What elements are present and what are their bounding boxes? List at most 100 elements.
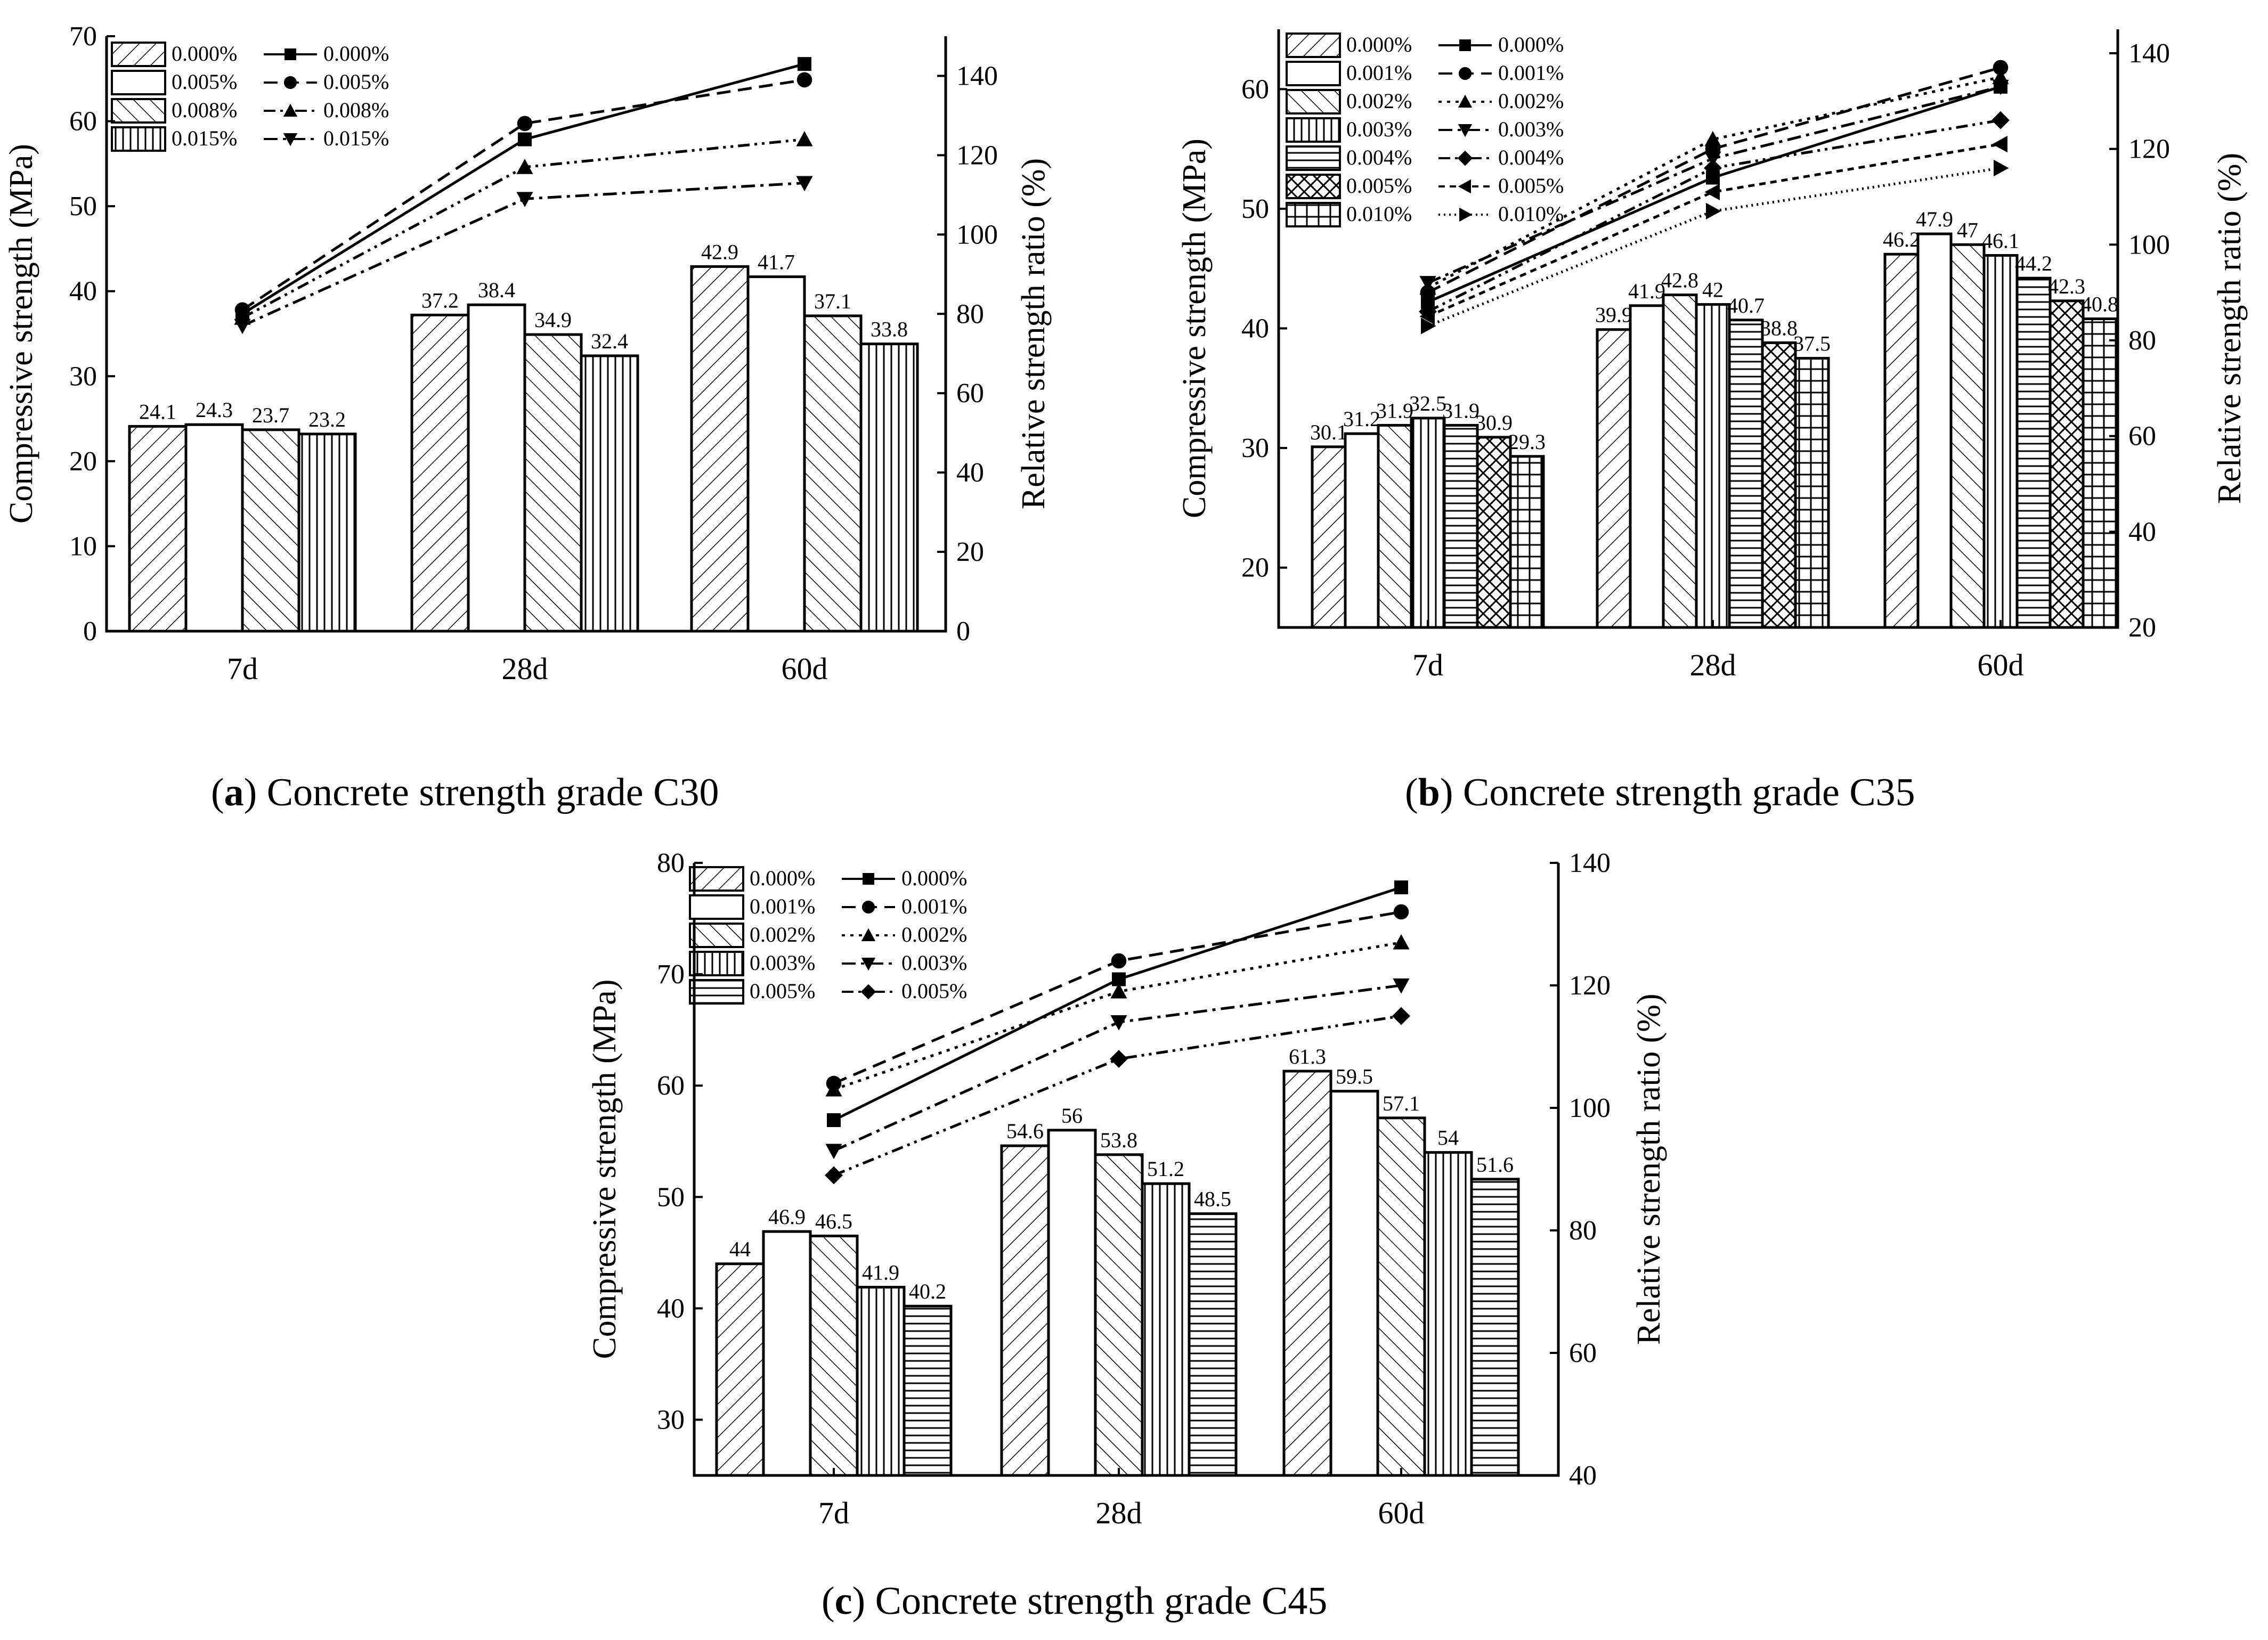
data-label: 30.9 <box>1475 411 1513 435</box>
point-0.000%-60d <box>798 57 811 71</box>
bar-0.015%-7d <box>297 433 357 633</box>
data-label: 23.7 <box>252 403 289 427</box>
bar-0.000%-7d <box>715 1262 765 1477</box>
y-tick-label: 70 <box>69 21 97 52</box>
bar-0.000%-60d <box>1282 1070 1332 1477</box>
y2-axis-title: Relative strength ratio (%) <box>1015 158 1052 509</box>
point-0.000%-28d <box>518 132 532 146</box>
bar-0.005%-28d <box>1188 1212 1238 1477</box>
caption-b: (b) Concrete strength grade C35 <box>1405 771 1915 814</box>
bar-0.008%-7d <box>241 428 300 633</box>
data-label: 33.8 <box>871 317 908 341</box>
data-label: 39.9 <box>1595 303 1632 327</box>
x-tick-label: 60d <box>782 651 828 686</box>
legend-line-label: 0.003% <box>1498 117 1564 141</box>
legend-line-marker-0.010% <box>1459 207 1473 222</box>
data-label: 46.9 <box>768 1205 806 1229</box>
series-line-0.001% <box>1427 66 2001 294</box>
data-label: 41.9 <box>862 1261 899 1285</box>
bar-0.005%-60d <box>746 275 806 633</box>
bar-0.001%-28d <box>1047 1129 1097 1477</box>
legend-line-marker-0.002% <box>1458 94 1473 108</box>
bar-0.001%-7d <box>1344 432 1380 629</box>
y2-tick-label: 60 <box>956 378 984 409</box>
point-0.005%-60d <box>1992 136 2007 153</box>
y-tick-label: 80 <box>657 848 685 878</box>
point-0.000%-7d <box>827 1113 841 1127</box>
axes-frame <box>693 863 1560 1477</box>
bar-0.002%-28d <box>1094 1153 1144 1477</box>
data-label: 31.9 <box>1442 398 1480 422</box>
y2-tick-label: 80 <box>2128 325 2156 356</box>
legend-line-marker-0.015% <box>283 133 298 146</box>
caption-c-text: ) Concrete strength grade C45 <box>852 1579 1328 1623</box>
y2-tick-label: 100 <box>956 219 998 250</box>
data-label: 53.8 <box>1100 1128 1137 1152</box>
y2-tick-label: 40 <box>956 458 984 488</box>
x-tick-label: 28d <box>1096 1496 1142 1530</box>
legend-line-marker-0.000% <box>863 873 874 885</box>
bar-0.001%-60d <box>1329 1090 1379 1477</box>
data-label: 37.5 <box>1793 332 1831 356</box>
y2-tick-label: 60 <box>1569 1338 1597 1368</box>
data-label: 44 <box>729 1237 751 1261</box>
bar-0.010%-60d <box>2082 317 2118 629</box>
point-0.005%-28d <box>517 116 533 132</box>
point-0.002%-7d <box>825 1081 842 1097</box>
point-0.003%-60d <box>1992 79 2009 95</box>
legend-bar-label: 0.000% <box>1346 32 1412 56</box>
caption-a: (a) Concrete strength grade C30 <box>211 771 719 814</box>
bar-0.002%-60d <box>1949 243 1986 629</box>
bar-0.000%-7d <box>1311 445 1347 629</box>
data-label: 34.9 <box>534 308 572 332</box>
legend-bar-label: 0.005% <box>750 979 815 1003</box>
data-label: 46.1 <box>1982 229 2019 252</box>
data-label: 56 <box>1061 1104 1083 1128</box>
legend-bar-label: 0.000% <box>172 42 237 66</box>
data-label: 31.2 <box>1343 407 1380 431</box>
data-label: 47.9 <box>1916 207 1953 231</box>
bar-0.000%-28d <box>410 313 470 633</box>
y-axis-title: Compressive strength (MPa) <box>1176 138 1213 518</box>
data-label: 51.6 <box>1476 1153 1514 1177</box>
data-label: 37.1 <box>814 289 851 313</box>
legend-bar-swatch-0.000% <box>689 866 744 892</box>
point-0.015%-7d <box>234 319 251 334</box>
data-label: 38.4 <box>478 278 515 302</box>
y-axis-title: Compressive strength (MPa) <box>587 980 623 1359</box>
bar-0.000%-28d <box>1596 328 1632 629</box>
legend-line-marker-0.003% <box>1458 124 1473 137</box>
legend-line-marker-0.005% <box>283 76 297 89</box>
y2-tick-label: 80 <box>1569 1215 1597 1246</box>
point-0.001%-60d <box>1393 904 1409 920</box>
y2-tick-label: 140 <box>2128 38 2170 69</box>
legend-bar-label: 0.001% <box>1346 61 1412 85</box>
y2-axis-title: Relative strength ratio (%) <box>1631 993 1667 1344</box>
bar-0.000%-60d <box>690 265 750 633</box>
data-label: 40.2 <box>909 1279 946 1303</box>
bar-0.002%-7d <box>809 1234 859 1477</box>
legend-line-marker-0.000% <box>284 48 296 60</box>
legend-bar-swatch-0.001% <box>689 894 744 920</box>
legend-line-label: 0.004% <box>1498 145 1564 169</box>
x-tick-label: 28d <box>1690 648 1736 682</box>
bar-0.010%-28d <box>1794 357 1830 629</box>
data-label: 42.8 <box>1661 268 1698 292</box>
data-label: 46.2 <box>1883 227 1920 251</box>
point-0.010%-7d <box>1421 317 1436 334</box>
legend-line-label: 0.002% <box>1498 89 1564 113</box>
data-label: 24.3 <box>196 398 233 422</box>
point-0.001%-28d <box>1111 953 1127 969</box>
bar-0.008%-28d <box>523 333 583 633</box>
bar-0.003%-7d <box>1410 417 1446 629</box>
point-0.005%-28d <box>1704 183 1720 201</box>
legend-line-marker-0.000% <box>1459 39 1471 51</box>
y-tick-label: 50 <box>657 1182 685 1212</box>
legend-bar-label: 0.005% <box>172 70 237 94</box>
y-tick-label: 50 <box>1241 194 1269 224</box>
legend-bar-label: 0.000% <box>750 866 815 890</box>
y-tick-label: 20 <box>1241 553 1269 583</box>
legend-line-label: 0.000% <box>1498 32 1564 56</box>
legend-bar-swatch-0.000% <box>111 42 166 67</box>
bar-0.000%-7d <box>128 425 188 633</box>
